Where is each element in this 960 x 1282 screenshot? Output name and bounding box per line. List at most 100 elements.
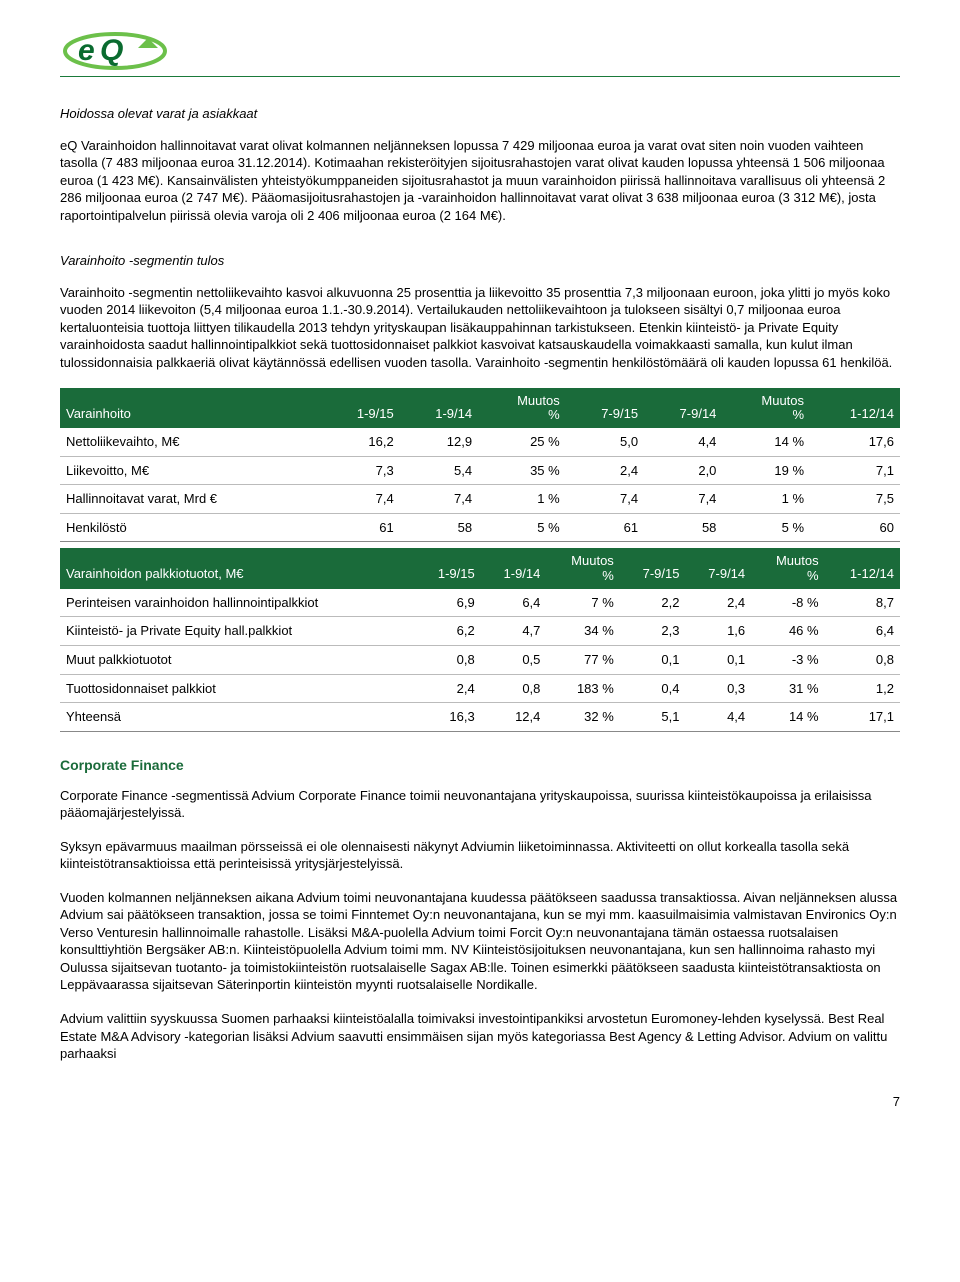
table-cell: 5 % [478,513,566,542]
table-cell: 7,4 [400,485,478,514]
table-row-label: Kiinteistö- ja Private Equity hall.palkk… [60,617,415,646]
table-column-header: Muutos% [722,388,810,429]
table-cell: 8,7 [825,589,900,617]
table-cell: 1,6 [685,617,751,646]
table-cell: 31 % [751,674,824,703]
table-cell: 1,2 [825,674,900,703]
table-cell: 7,5 [810,485,900,514]
table-cell: 4,4 [644,428,722,456]
table-row-label: Perinteisen varainhoidon hallinnointipal… [60,589,415,617]
table-cell: 60 [810,513,900,542]
paragraph-cf-2: Syksyn epävarmuus maailman pörsseissä ei… [60,838,900,873]
table-cell: 6,4 [481,589,547,617]
table-palkkiotuotot: Varainhoidon palkkiotuotot, M€1-9/151-9/… [60,548,900,731]
table-cell: 2,2 [620,589,686,617]
table-cell: 35 % [478,456,566,485]
table-column-header: 1-9/14 [400,388,478,429]
table-cell: 7,4 [644,485,722,514]
table-cell: 4,7 [481,617,547,646]
table-cell: 2,3 [620,617,686,646]
section-heading-corporate-finance: Corporate Finance [60,756,900,775]
table-cell: 0,5 [481,646,547,675]
table-cell: 6,9 [415,589,481,617]
table-column-header: 7-9/15 [566,388,644,429]
table-cell: 7,1 [810,456,900,485]
table-column-header: 1-12/14 [810,388,900,429]
table-cell: 5,4 [400,456,478,485]
table-cell: 0,8 [481,674,547,703]
table-cell: 25 % [478,428,566,456]
table-cell: 0,4 [620,674,686,703]
table-row-label: Yhteensä [60,703,415,732]
table-column-header: 7-9/15 [620,548,686,589]
header-rule [60,76,900,77]
table-row-label: Hallinnoitavat varat, Mrd € [60,485,321,514]
table-cell: 58 [400,513,478,542]
table-cell: 0,1 [685,646,751,675]
table-cell: 14 % [722,428,810,456]
table-cell: 7,3 [321,456,399,485]
table-row: Kiinteistö- ja Private Equity hall.palkk… [60,617,900,646]
table-cell: 2,4 [566,456,644,485]
table-cell: 12,4 [481,703,547,732]
table-column-header: 1-12/14 [825,548,900,589]
table-title-cell: Varainhoito [60,388,321,429]
table-cell: 19 % [722,456,810,485]
table-cell: 16,3 [415,703,481,732]
table-cell: 2,4 [415,674,481,703]
svg-text:Q: Q [100,34,123,67]
table-cell: 4,4 [685,703,751,732]
brand-logo: e Q [60,30,900,72]
paragraph-assets: eQ Varainhoidon hallinnoitavat varat oli… [60,137,900,225]
table-cell: 5 % [722,513,810,542]
table-row-label: Tuottosidonnaiset palkkiot [60,674,415,703]
table-cell: 5,1 [620,703,686,732]
table-column-header: 7-9/14 [685,548,751,589]
table-cell: 0,8 [825,646,900,675]
table-row-label: Henkilöstö [60,513,321,542]
table-cell: 58 [644,513,722,542]
table-column-header: Muutos% [546,548,619,589]
table-cell: 17,1 [825,703,900,732]
table-row-label: Liikevoitto, M€ [60,456,321,485]
table-cell: 17,6 [810,428,900,456]
table-row: Liikevoitto, M€7,35,435 %2,42,019 %7,1 [60,456,900,485]
table-column-header: 1-9/15 [321,388,399,429]
table-row: Yhteensä16,312,432 %5,14,414 %17,1 [60,703,900,732]
table-cell: 46 % [751,617,824,646]
table-cell: 77 % [546,646,619,675]
table-cell: 2,0 [644,456,722,485]
table-cell: 0,8 [415,646,481,675]
table-cell: 1 % [478,485,566,514]
table-column-header: 1-9/15 [415,548,481,589]
table-cell: 6,2 [415,617,481,646]
section-heading-assets: Hoidossa olevat varat ja asiakkaat [60,105,900,123]
table-row: Nettoliikevaihto, M€16,212,925 %5,04,414… [60,428,900,456]
table-cell: 16,2 [321,428,399,456]
table-cell: 2,4 [685,589,751,617]
table-title-cell: Varainhoidon palkkiotuotot, M€ [60,548,415,589]
table-column-header: Muutos% [751,548,824,589]
table-row: Hallinnoitavat varat, Mrd €7,47,41 %7,47… [60,485,900,514]
table-cell: 34 % [546,617,619,646]
section-heading-result: Varainhoito -segmentin tulos [60,252,900,270]
table-cell: 7,4 [321,485,399,514]
table-cell: 6,4 [825,617,900,646]
table-cell: 12,9 [400,428,478,456]
table-column-header: 1-9/14 [481,548,547,589]
table-varainhoito: Varainhoito1-9/151-9/14Muutos%7-9/157-9/… [60,388,900,543]
table-row: Muut palkkiotuotot0,80,577 %0,10,1-3 %0,… [60,646,900,675]
paragraph-cf-1: Corporate Finance -segmentissä Advium Co… [60,787,900,822]
svg-text:e: e [78,34,95,67]
table-cell: 1 % [722,485,810,514]
table-cell: 61 [321,513,399,542]
table-cell: -3 % [751,646,824,675]
table-cell: 32 % [546,703,619,732]
paragraph-cf-3: Vuoden kolmannen neljänneksen aikana Adv… [60,889,900,994]
table-column-header: Muutos% [478,388,566,429]
table-cell: 183 % [546,674,619,703]
paragraph-result: Varainhoito -segmentin nettoliikevaihto … [60,284,900,372]
table-column-header: 7-9/14 [644,388,722,429]
page-number: 7 [60,1093,900,1111]
table-cell: 14 % [751,703,824,732]
